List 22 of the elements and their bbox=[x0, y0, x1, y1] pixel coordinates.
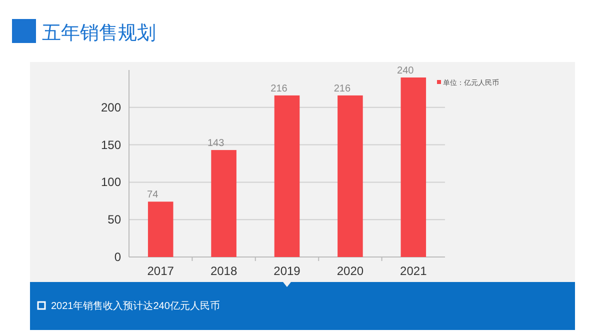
y-tick-label: 100 bbox=[100, 175, 122, 190]
data-label: 74 bbox=[147, 190, 159, 201]
text: 2021年销售收入预计达240亿元人民币 bbox=[51, 300, 220, 312]
bar bbox=[211, 150, 236, 257]
x-tick-label: 2017 bbox=[147, 264, 174, 278]
y-tick-label: 200 bbox=[100, 100, 122, 114]
x-tick-label: 2019 bbox=[274, 264, 301, 278]
data-label: 143 bbox=[207, 138, 225, 150]
x-tick-label: 2020 bbox=[336, 264, 364, 278]
bar bbox=[148, 202, 174, 257]
bar bbox=[400, 77, 426, 257]
y-tick-label: 50 bbox=[108, 212, 122, 227]
bar bbox=[338, 95, 363, 257]
y-tick-label: 0 bbox=[114, 250, 122, 264]
y-tick-label: 150 bbox=[100, 138, 122, 152]
data-label: 216 bbox=[334, 83, 351, 94]
x-tick-label: 2018 bbox=[210, 264, 238, 278]
chart-title: 五年销售规划 bbox=[42, 23, 156, 44]
data-label: 240 bbox=[397, 65, 414, 76]
data-label: 216 bbox=[270, 83, 288, 94]
x-tick-label: 2021 bbox=[400, 264, 428, 278]
bar bbox=[274, 95, 300, 257]
